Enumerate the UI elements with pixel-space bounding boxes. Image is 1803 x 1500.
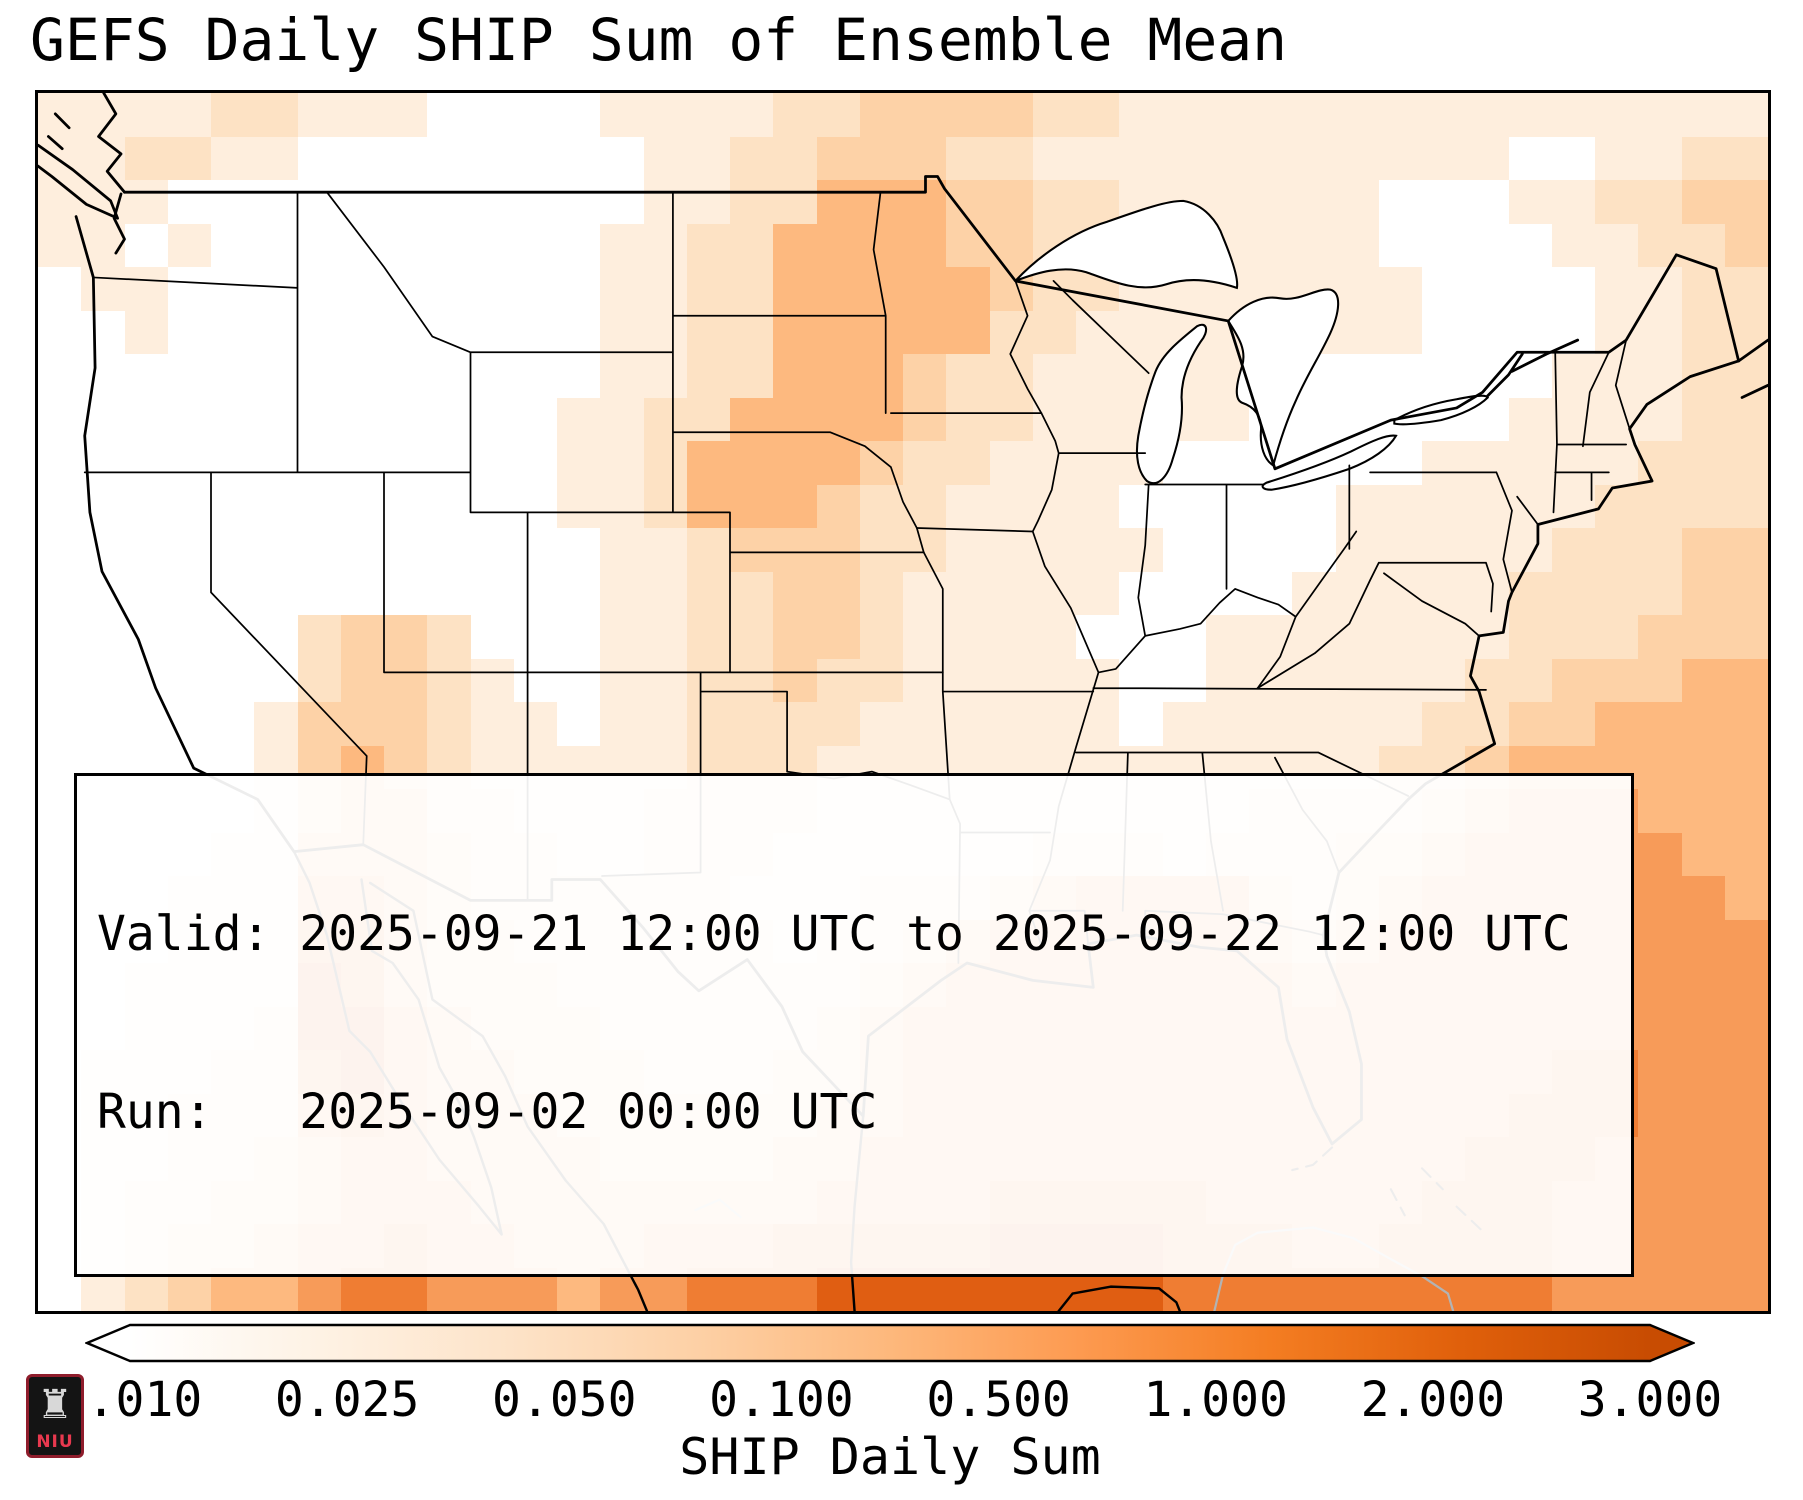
colorbar xyxy=(85,1323,1695,1363)
niu-logo: ♜ NIU xyxy=(26,1374,84,1458)
colorbar-bar xyxy=(85,1323,1695,1363)
lake-erie xyxy=(1261,434,1398,491)
map-panel: Valid: 2025-09-21 12:00 UTC to 2025-09-2… xyxy=(35,90,1771,1314)
info-box: Valid: 2025-09-21 12:00 UTC to 2025-09-2… xyxy=(74,772,1634,1277)
colorbar-tick: 1.000 xyxy=(1143,1372,1288,1428)
colorbar-tick: 2.000 xyxy=(1360,1372,1506,1428)
map-overlay-svg xyxy=(38,93,1768,1311)
colorbar-tick: 0.100 xyxy=(709,1372,854,1428)
valid-line: Valid: 2025-09-21 12:00 UTC to 2025-09-2… xyxy=(97,905,1571,962)
colorbar-tick: 0.500 xyxy=(926,1372,1071,1428)
lake-michigan xyxy=(1135,323,1208,485)
figure-title: GEFS Daily SHIP Sum of Ensemble Mean xyxy=(30,6,1288,74)
state-borders-west xyxy=(83,191,1043,902)
canada-border xyxy=(123,175,1740,471)
castle-icon: ♜ xyxy=(37,1381,73,1428)
colorbar-ticks: 0.010 0.025 0.050 0.100 0.500 1.000 2.000 3.000 xyxy=(58,1372,1723,1432)
colorbar-tick: 3.000 xyxy=(1577,1372,1723,1428)
colorbar-tick: 0.025 xyxy=(274,1372,420,1428)
lake-huron xyxy=(1226,288,1340,467)
state-borders-east xyxy=(1256,339,1631,689)
lake-superior xyxy=(1014,199,1239,290)
canada-coastline xyxy=(38,93,1768,399)
niu-logo-text: NIU xyxy=(36,1432,74,1452)
colorbar-label: SHIP Daily Sum xyxy=(679,1428,1101,1486)
run-line: Run: 2025-09-02 00:00 UTC xyxy=(97,1084,878,1141)
colorbar-tick: 0.050 xyxy=(492,1372,637,1428)
